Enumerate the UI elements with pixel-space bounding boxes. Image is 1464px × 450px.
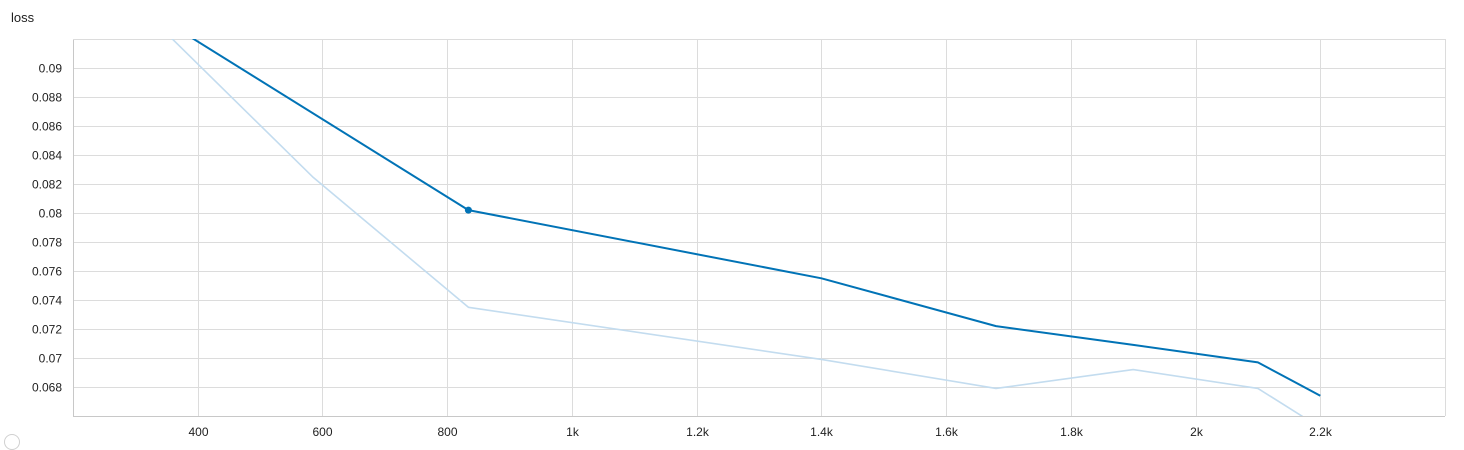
y-tick-label: 0.068 (32, 381, 62, 395)
x-tick-label: 2.2k (1309, 425, 1333, 439)
y-axis-tick-labels: 0.068 0.07 0.072 0.074 0.076 0.078 0.08 0.082 0.… (32, 62, 62, 395)
x-tick-label: 1k (566, 425, 580, 439)
series-layer (171, 39, 1321, 416)
series-line-smoothed (191, 39, 1321, 397)
fit-domain-button[interactable] (4, 434, 20, 450)
x-tick-label: 1.2k (686, 425, 710, 439)
y-tick-label: 0.078 (32, 236, 62, 250)
vertical-grid (198, 39, 1321, 416)
y-tick-label: 0.088 (32, 91, 62, 105)
y-tick-label: 0.084 (32, 149, 62, 163)
y-tick-label: 0.076 (32, 265, 62, 279)
y-tick-label: 0.07 (39, 352, 63, 366)
x-tick-label: 1.4k (810, 425, 834, 439)
series-line-raw (171, 39, 1304, 416)
y-tick-label: 0.072 (32, 323, 62, 337)
x-axis-tick-labels: 400 600 800 1k 1.2k 1.4k 1.6k 1.8k 2k 2.2k (188, 425, 1332, 439)
y-tick-label: 0.082 (32, 178, 62, 192)
x-tick-label: 600 (312, 425, 332, 439)
y-tick-label: 0.074 (32, 294, 62, 308)
horizontal-grid (73, 68, 1445, 388)
highlighted-data-point[interactable] (464, 206, 472, 214)
chart-title: loss (11, 10, 35, 25)
x-tick-label: 1.6k (935, 425, 959, 439)
x-tick-label: 800 (437, 425, 457, 439)
y-tick-label: 0.09 (39, 62, 63, 76)
x-tick-label: 1.8k (1060, 425, 1084, 439)
axes (73, 39, 1446, 417)
y-tick-label: 0.086 (32, 120, 62, 134)
x-tick-label: 400 (188, 425, 208, 439)
x-tick-label: 2k (1190, 425, 1204, 439)
y-tick-label: 0.08 (39, 207, 63, 221)
